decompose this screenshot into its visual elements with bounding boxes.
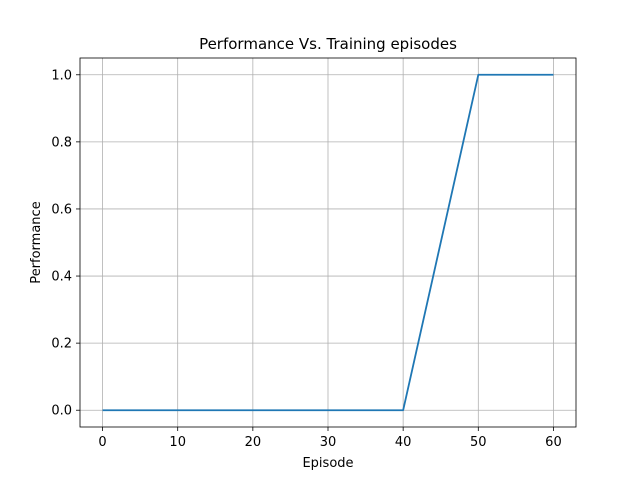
x-axis-label: Episode [302, 456, 353, 471]
ticks: 0 10 20 30 40 50 60 0.0 0.2 0.4 0.6 0.8 1.0 [51, 68, 561, 450]
y-tick-label: 0.8 [51, 135, 72, 150]
x-tick-label: 40 [395, 435, 412, 450]
y-tick-label: 1.0 [51, 68, 72, 83]
series-layer [102, 73, 554, 412]
x-tick-label: 50 [470, 435, 487, 450]
y-tick-label: 0.2 [51, 337, 72, 352]
x-tick-label: 20 [245, 435, 262, 450]
y-axis-label: Performance [29, 201, 44, 283]
x-tick-label: 60 [545, 435, 562, 450]
x-tick-label: 10 [169, 435, 186, 450]
series-line [102, 73, 554, 412]
chart-title: Performance Vs. Training episodes [199, 35, 457, 53]
y-tick-label: 0.6 [51, 202, 72, 217]
y-tick-label: 0.4 [51, 270, 72, 285]
x-tick-label: 30 [320, 435, 337, 450]
x-tick-label: 0 [98, 435, 106, 450]
y-tick-label: 0.0 [51, 404, 72, 419]
